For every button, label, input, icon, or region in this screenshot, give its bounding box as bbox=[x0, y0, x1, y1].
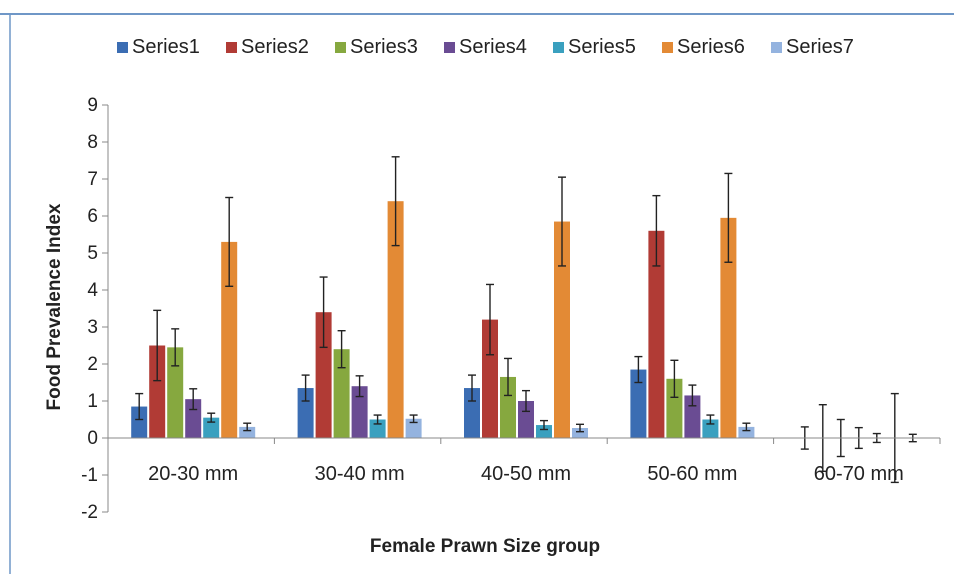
bar bbox=[554, 221, 570, 438]
y-tick-label: 2 bbox=[87, 354, 98, 375]
y-tick-label: 3 bbox=[87, 317, 98, 338]
bar bbox=[387, 201, 404, 438]
y-axis: -2 -1 0 1 2 3 4 5 6 7 8 9 bbox=[81, 95, 109, 523]
bar bbox=[149, 345, 166, 438]
y-tick-label: 1 bbox=[87, 391, 98, 412]
y-tick-label: 0 bbox=[87, 428, 98, 449]
legend-swatch bbox=[771, 42, 782, 53]
bar bbox=[720, 217, 737, 438]
legend-label: Series6 bbox=[677, 36, 745, 58]
bars-group bbox=[131, 201, 755, 438]
legend-label: Series4 bbox=[459, 36, 527, 58]
x-tick-label: 50-60 mm bbox=[647, 463, 737, 485]
legend-swatch bbox=[553, 42, 564, 53]
bar bbox=[351, 386, 368, 438]
x-tick-label: 60-70 mm bbox=[814, 463, 904, 485]
bar bbox=[482, 319, 498, 438]
bar bbox=[536, 425, 552, 438]
bar bbox=[666, 378, 683, 438]
x-axis: 20-30 mm 30-40 mm 40-50 mm 50-60 mm 60-70 mm bbox=[107, 437, 941, 485]
legend-swatch bbox=[117, 42, 128, 53]
legend: Series1 Series2 Series3 Series4 Series5 Serie… bbox=[117, 36, 854, 58]
x-tick-label: 20-30 mm bbox=[148, 463, 238, 485]
y-tick-label: 6 bbox=[87, 206, 98, 227]
legend-label: Series1 bbox=[132, 36, 200, 58]
y-tick-label: -2 bbox=[81, 502, 98, 523]
x-tick-label: 30-40 mm bbox=[315, 463, 405, 485]
legend-swatch bbox=[335, 42, 346, 53]
bar bbox=[500, 376, 516, 438]
bar bbox=[239, 426, 256, 438]
bar bbox=[518, 401, 534, 438]
bar bbox=[405, 418, 422, 438]
y-tick-label: 8 bbox=[87, 132, 98, 153]
legend-label: Series3 bbox=[350, 36, 418, 58]
legend-swatch bbox=[226, 42, 237, 53]
y-tick-label: 9 bbox=[87, 95, 98, 116]
x-tick-label: 40-50 mm bbox=[481, 463, 571, 485]
bar bbox=[738, 426, 755, 438]
y-tick-label: 5 bbox=[87, 243, 98, 264]
y-tick-label: 4 bbox=[87, 280, 98, 301]
x-axis-title: Female Prawn Size group bbox=[370, 536, 600, 557]
y-axis-title: Food Prevalence Index bbox=[44, 203, 65, 410]
legend-label: Series5 bbox=[568, 36, 636, 58]
bar bbox=[167, 347, 184, 438]
legend-swatch bbox=[662, 42, 673, 53]
legend-label: Series2 bbox=[241, 36, 309, 58]
legend-label: Series7 bbox=[786, 36, 854, 58]
legend-swatch bbox=[444, 42, 455, 53]
y-tick-label: -1 bbox=[81, 465, 98, 486]
bar bbox=[131, 406, 148, 438]
bar bbox=[333, 349, 350, 438]
bar bbox=[572, 428, 588, 438]
bar bbox=[315, 312, 332, 438]
bar bbox=[221, 241, 238, 438]
y-tick-label: 7 bbox=[87, 169, 98, 190]
bar bbox=[648, 230, 665, 438]
bar bbox=[630, 369, 647, 438]
